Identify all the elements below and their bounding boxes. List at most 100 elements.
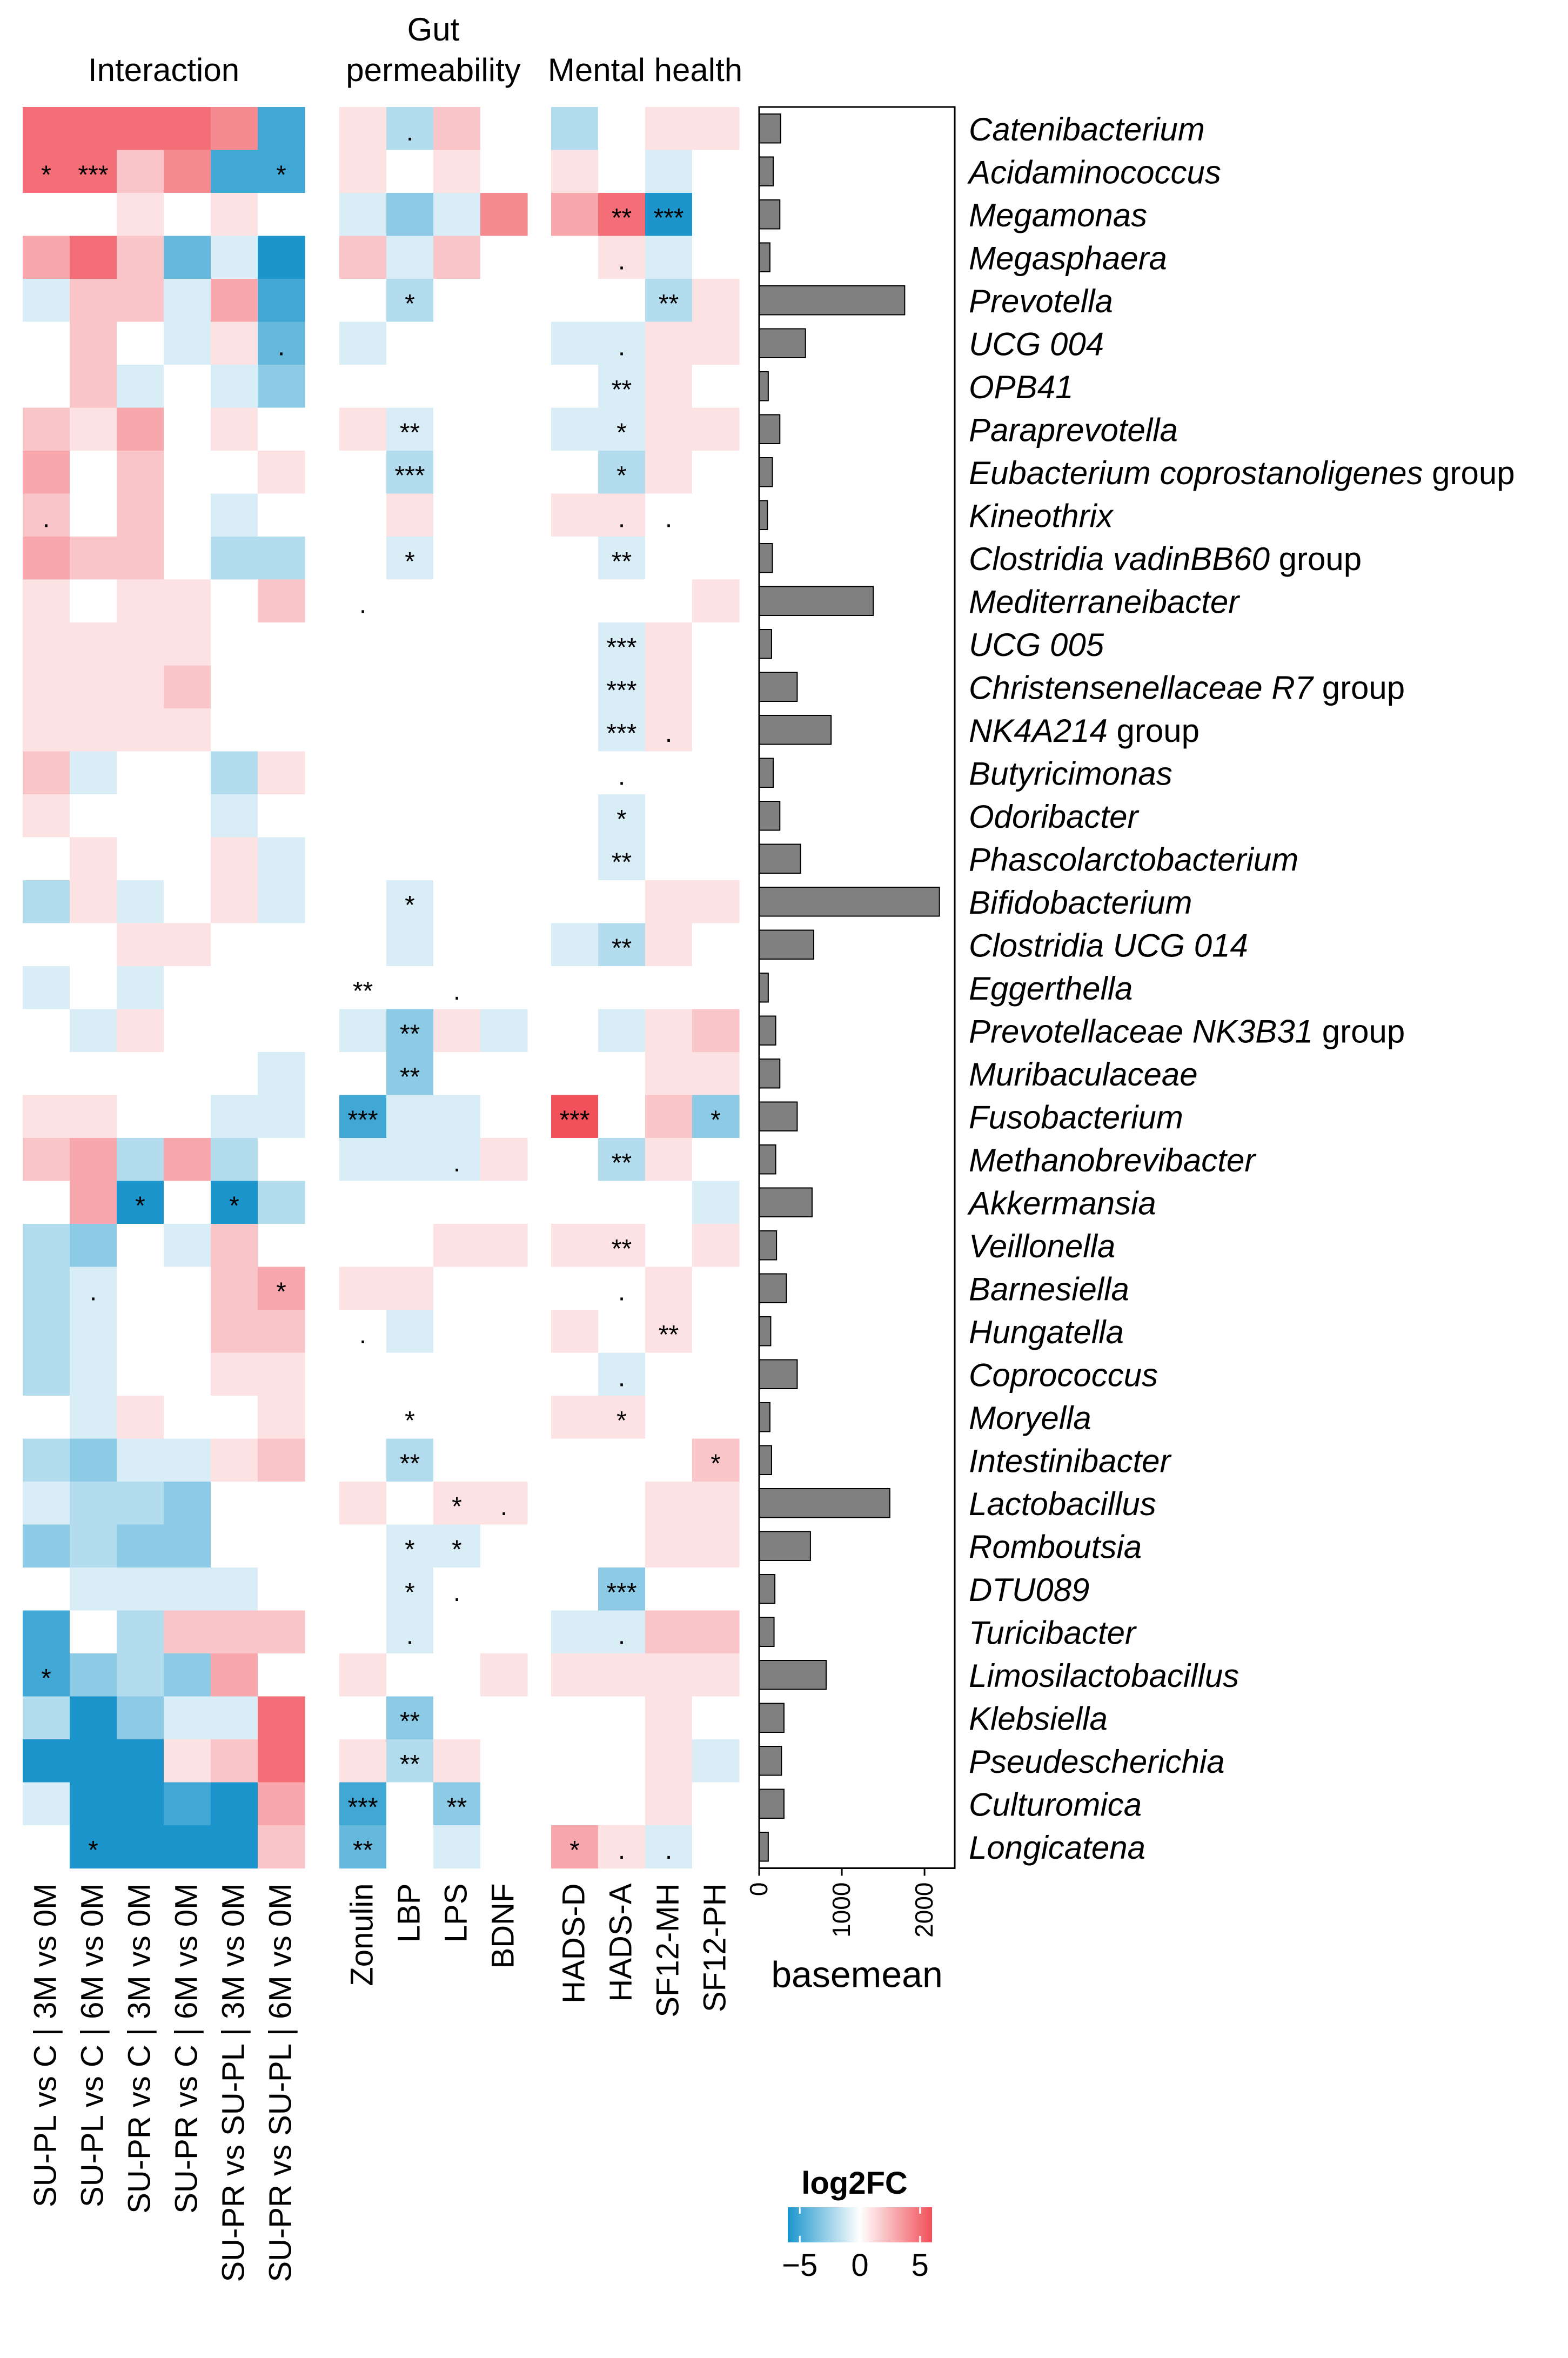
- heatmap-cell: [551, 665, 599, 709]
- basemean-bar: [759, 887, 940, 917]
- heatmap-cell: [598, 1310, 646, 1354]
- heatmap-cell: [117, 665, 164, 709]
- heatmap-cell: [645, 1482, 693, 1525]
- heatmap-cell: [692, 1009, 740, 1053]
- heatmap-cell: [211, 665, 258, 709]
- basemean-bar: [759, 586, 874, 616]
- heatmap-cell: [598, 1610, 646, 1654]
- heatmap-cell: [23, 493, 70, 537]
- heatmap-cell: [645, 579, 693, 623]
- heatmap-cell: [433, 1396, 481, 1439]
- heatmap-cell: [480, 1009, 528, 1053]
- heatmap-cell: [598, 493, 646, 537]
- heatmap-cell: [339, 407, 387, 451]
- heatmap-cell: [645, 751, 693, 795]
- heatmap-cell: [386, 837, 434, 881]
- heatmap-cell: [692, 1739, 740, 1783]
- heatmap-cell: [645, 1181, 693, 1224]
- heatmap-cell: [70, 1482, 117, 1525]
- heatmap-cell: [70, 1310, 117, 1354]
- significance-star: *: [617, 418, 627, 447]
- heatmap-cell: [70, 107, 117, 151]
- heatmap-cell: [164, 1482, 211, 1525]
- heatmap-cell: [211, 365, 258, 408]
- heatmap-cell: [211, 837, 258, 881]
- heatmap-cell: [23, 1524, 70, 1568]
- row-label: Odoribacter: [969, 799, 1139, 835]
- heatmap-cell: [480, 1095, 528, 1138]
- heatmap-cell: [598, 321, 646, 365]
- heatmap-cell: [117, 236, 164, 279]
- heatmap-cell: [23, 923, 70, 967]
- heatmap-cell: [692, 622, 740, 666]
- heatmap-cell: [692, 966, 740, 1010]
- heatmap-cell: [258, 1138, 305, 1182]
- heatmap-cell: [70, 193, 117, 237]
- row-label: Prevotella: [969, 283, 1113, 319]
- heatmap-cell: [480, 1524, 528, 1568]
- heatmap-cell: [339, 1825, 387, 1869]
- heatmap-cell: [211, 1052, 258, 1096]
- heatmap-cell: [386, 193, 434, 237]
- heatmap-cell: [258, 1310, 305, 1354]
- heatmap-cell: [598, 279, 646, 323]
- significance-star: ***: [559, 1106, 589, 1134]
- heatmap-cell: [117, 150, 164, 193]
- heatmap-cell: [23, 1610, 70, 1654]
- heatmap-cell: [23, 150, 70, 193]
- heatmap-cell: [551, 451, 599, 494]
- heatmap-cell: [645, 1782, 693, 1826]
- heatmap-cell: [70, 493, 117, 537]
- heatmap-cell: [117, 1567, 164, 1611]
- heatmap-cell: [692, 1224, 740, 1268]
- heatmap-cell: [258, 365, 305, 408]
- heatmap-cell: [164, 837, 211, 881]
- heatmap-cell: [258, 1825, 305, 1869]
- heatmap-cell: [23, 365, 70, 408]
- column-label: HADS-D: [557, 1884, 592, 2004]
- heatmap-cell: [339, 1138, 387, 1182]
- significance-star: **: [612, 204, 632, 232]
- heatmap-cell: [551, 1138, 599, 1182]
- significance-star: .: [453, 977, 460, 1006]
- heatmap-cell: [551, 1095, 599, 1138]
- heatmap-cell: [164, 1310, 211, 1354]
- heatmap-cell: [23, 321, 70, 365]
- heatmap-cell: [598, 1224, 646, 1268]
- heatmap-cell: [551, 1739, 599, 1783]
- heatmap-cell: [258, 579, 305, 623]
- heatmap-cell: [70, 321, 117, 365]
- heatmap-cell: [692, 1653, 740, 1697]
- heatmap-cell: [211, 493, 258, 537]
- row-label: Megasphaera: [969, 240, 1167, 276]
- heatmap-cell: [692, 1052, 740, 1096]
- basemean-bar: [759, 113, 781, 144]
- heatmap-cell: [692, 923, 740, 967]
- heatmap-cell: [258, 451, 305, 494]
- heatmap-cell: [598, 1396, 646, 1439]
- heatmap-cell: [258, 837, 305, 881]
- heatmap-cell: [211, 451, 258, 494]
- heatmap-cell: [551, 321, 599, 365]
- heatmap-cell: [164, 150, 211, 193]
- heatmap-cell: [70, 451, 117, 494]
- heatmap-cell: [598, 622, 646, 666]
- heatmap-cell: [645, 923, 693, 967]
- heatmap-cell: [70, 365, 117, 408]
- heatmap-cell: [23, 1138, 70, 1182]
- significance-star: **: [400, 1750, 420, 1779]
- basemean-bar: [759, 1187, 813, 1217]
- heatmap-cell: [480, 1224, 528, 1268]
- significance-star: ***: [606, 633, 636, 662]
- significance-star: **: [400, 1449, 420, 1478]
- heatmap-cell: [164, 1224, 211, 1268]
- row-label: Megamonas: [969, 197, 1147, 233]
- taxon-name: Christensenellaceae R7: [969, 669, 1315, 706]
- heatmap-cell: [692, 1825, 740, 1869]
- heatmap-cell: [551, 1482, 599, 1525]
- row-label: Bifidobacterium: [969, 885, 1192, 921]
- row-label: Culturomica: [969, 1786, 1142, 1823]
- significance-star: .: [453, 1149, 460, 1177]
- significance-star: *: [405, 891, 415, 920]
- significance-star: *: [711, 1449, 721, 1478]
